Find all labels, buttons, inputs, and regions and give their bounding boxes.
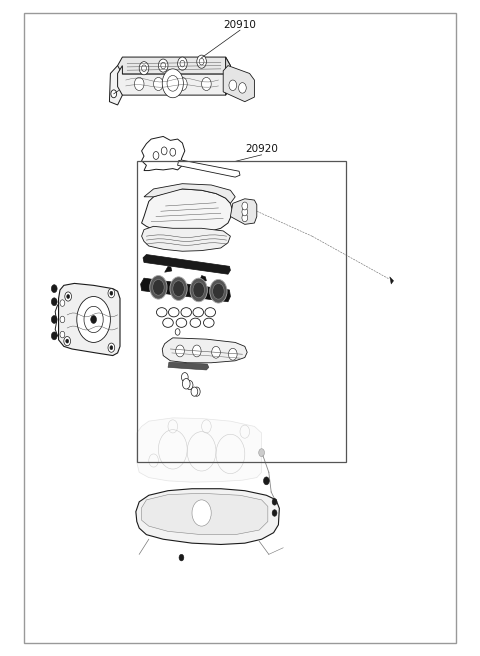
- Circle shape: [192, 345, 201, 357]
- Polygon shape: [59, 283, 120, 356]
- Circle shape: [142, 65, 146, 72]
- Circle shape: [176, 345, 184, 357]
- Circle shape: [161, 147, 167, 155]
- Polygon shape: [168, 362, 209, 370]
- Circle shape: [228, 348, 237, 360]
- Circle shape: [139, 62, 149, 75]
- Ellipse shape: [193, 308, 204, 317]
- Polygon shape: [136, 489, 279, 544]
- Circle shape: [154, 77, 163, 91]
- Ellipse shape: [176, 318, 187, 327]
- Circle shape: [84, 306, 103, 333]
- Circle shape: [158, 59, 168, 72]
- Polygon shape: [223, 66, 254, 102]
- Circle shape: [190, 278, 207, 302]
- Circle shape: [192, 500, 211, 526]
- Circle shape: [67, 295, 70, 298]
- Ellipse shape: [181, 308, 192, 317]
- Circle shape: [179, 554, 184, 561]
- Circle shape: [161, 62, 166, 69]
- Ellipse shape: [190, 318, 201, 327]
- Circle shape: [60, 300, 65, 306]
- Circle shape: [77, 297, 110, 342]
- Ellipse shape: [156, 308, 167, 317]
- Polygon shape: [109, 66, 122, 105]
- Ellipse shape: [168, 308, 179, 317]
- Circle shape: [60, 331, 65, 338]
- Circle shape: [170, 148, 176, 156]
- Circle shape: [181, 373, 188, 382]
- Circle shape: [191, 387, 198, 396]
- Polygon shape: [142, 226, 230, 251]
- Polygon shape: [144, 184, 235, 203]
- Circle shape: [51, 285, 57, 293]
- Circle shape: [259, 449, 264, 457]
- Circle shape: [51, 332, 57, 340]
- Polygon shape: [118, 66, 230, 95]
- Ellipse shape: [204, 318, 214, 327]
- Circle shape: [134, 77, 144, 91]
- Circle shape: [178, 57, 187, 70]
- Circle shape: [111, 90, 117, 98]
- Circle shape: [108, 343, 115, 352]
- Circle shape: [264, 477, 269, 485]
- Bar: [137, 161, 346, 462]
- Polygon shape: [226, 57, 230, 95]
- Circle shape: [239, 83, 246, 93]
- Polygon shape: [142, 493, 268, 535]
- Circle shape: [162, 69, 183, 98]
- Circle shape: [242, 208, 248, 216]
- Circle shape: [51, 316, 57, 323]
- Circle shape: [193, 387, 200, 396]
- Ellipse shape: [205, 308, 216, 317]
- Circle shape: [193, 282, 204, 298]
- Circle shape: [150, 276, 167, 299]
- Polygon shape: [230, 199, 257, 224]
- Polygon shape: [141, 278, 230, 302]
- Circle shape: [60, 316, 65, 323]
- Polygon shape: [142, 136, 185, 171]
- Polygon shape: [143, 255, 230, 274]
- Circle shape: [66, 339, 69, 343]
- Circle shape: [153, 279, 164, 295]
- Polygon shape: [178, 160, 240, 177]
- Circle shape: [64, 337, 71, 346]
- Polygon shape: [390, 277, 394, 284]
- Circle shape: [199, 58, 204, 65]
- Ellipse shape: [163, 318, 173, 327]
- Polygon shape: [165, 266, 172, 272]
- Circle shape: [229, 80, 237, 91]
- Circle shape: [110, 346, 113, 350]
- Circle shape: [197, 55, 206, 68]
- Circle shape: [65, 292, 72, 301]
- Polygon shape: [199, 276, 206, 282]
- Circle shape: [180, 60, 185, 67]
- Circle shape: [91, 316, 96, 323]
- Circle shape: [153, 152, 159, 159]
- Circle shape: [186, 380, 193, 390]
- Polygon shape: [162, 338, 247, 363]
- Circle shape: [242, 214, 248, 222]
- Circle shape: [182, 379, 190, 389]
- Text: 20910: 20910: [224, 20, 256, 30]
- Polygon shape: [118, 57, 230, 74]
- Circle shape: [170, 277, 187, 300]
- Circle shape: [110, 291, 113, 295]
- Text: 20920: 20920: [245, 144, 278, 154]
- Circle shape: [173, 281, 184, 297]
- Polygon shape: [137, 418, 262, 482]
- Circle shape: [108, 289, 115, 298]
- Circle shape: [202, 77, 211, 91]
- Circle shape: [213, 283, 224, 299]
- Circle shape: [210, 279, 227, 303]
- Circle shape: [175, 329, 180, 335]
- Circle shape: [242, 202, 248, 210]
- Circle shape: [178, 77, 187, 91]
- Circle shape: [167, 75, 179, 91]
- Circle shape: [272, 499, 277, 505]
- Polygon shape: [142, 189, 233, 234]
- Circle shape: [51, 298, 57, 306]
- Circle shape: [272, 510, 277, 516]
- Circle shape: [212, 346, 220, 358]
